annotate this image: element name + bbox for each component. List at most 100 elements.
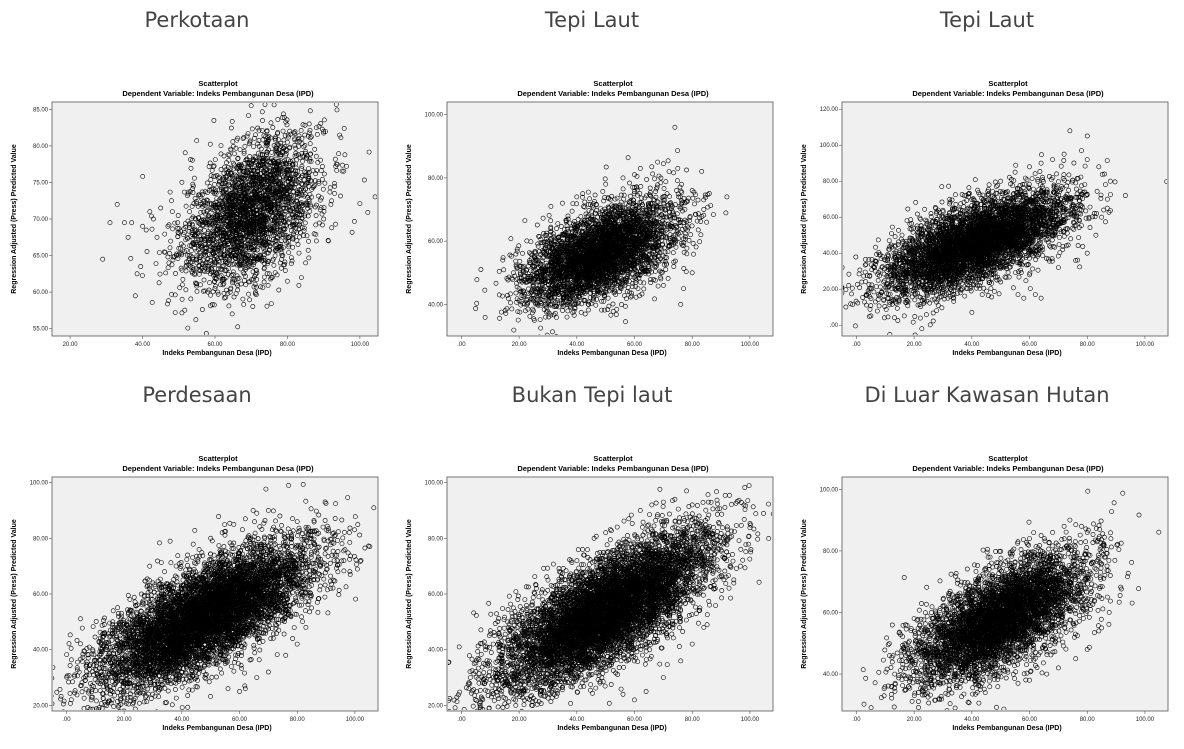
data-point xyxy=(316,193,321,199)
data-point xyxy=(255,163,261,168)
data-point xyxy=(166,298,171,304)
data-point xyxy=(299,166,304,172)
data-point xyxy=(205,190,210,195)
data-point xyxy=(176,252,181,258)
data-point xyxy=(236,174,241,180)
data-point xyxy=(221,233,227,239)
data-point xyxy=(193,317,199,323)
data-point xyxy=(194,249,200,254)
data-point xyxy=(193,280,198,286)
data-point xyxy=(215,175,221,181)
data-point xyxy=(230,180,236,186)
data-point xyxy=(191,240,196,246)
data-point xyxy=(251,135,257,141)
data-point xyxy=(228,272,234,278)
panel-caption: Perkotaan xyxy=(0,8,394,32)
data-point xyxy=(266,239,272,245)
data-point xyxy=(357,201,363,206)
data-point xyxy=(272,181,278,186)
data-point xyxy=(278,143,284,149)
data-point xyxy=(329,94,333,98)
data-point xyxy=(140,223,145,229)
data-point xyxy=(226,303,232,309)
data-point xyxy=(221,255,227,261)
data-point xyxy=(242,196,248,202)
data-point xyxy=(505,277,511,283)
data-point xyxy=(250,215,256,221)
data-point xyxy=(473,306,478,311)
data-point xyxy=(238,266,243,272)
data-point xyxy=(190,183,196,189)
data-point xyxy=(157,271,163,277)
data-point xyxy=(235,287,240,293)
data-point xyxy=(271,232,276,238)
data-point xyxy=(234,214,240,220)
data-point xyxy=(239,220,245,226)
data-point xyxy=(190,186,195,192)
data-point xyxy=(693,244,699,250)
data-point xyxy=(190,265,196,271)
data-point xyxy=(246,252,252,258)
data-point xyxy=(237,249,243,254)
data-point xyxy=(285,132,291,138)
data-point xyxy=(293,171,299,177)
data-point xyxy=(243,243,249,249)
data-point xyxy=(266,271,272,277)
data-point xyxy=(613,312,619,317)
data-point xyxy=(261,173,267,179)
x-tick-label: .00 xyxy=(457,342,466,348)
data-point xyxy=(200,233,206,238)
data-point xyxy=(280,149,286,155)
data-point xyxy=(227,176,232,182)
data-point xyxy=(665,239,671,245)
data-point xyxy=(241,135,247,140)
data-point xyxy=(244,133,250,139)
data-point xyxy=(212,286,218,291)
data-point xyxy=(538,240,544,245)
data-point xyxy=(647,248,653,254)
data-point xyxy=(246,230,252,236)
data-point xyxy=(241,169,247,174)
data-point xyxy=(236,244,241,250)
data-point xyxy=(203,249,209,255)
data-point xyxy=(185,236,190,242)
data-point xyxy=(253,178,259,184)
points-layer xyxy=(100,94,377,335)
data-point xyxy=(281,193,287,199)
data-point xyxy=(213,228,219,233)
data-point xyxy=(296,144,301,149)
data-point xyxy=(210,245,216,251)
data-point xyxy=(535,279,540,285)
data-point xyxy=(288,255,294,260)
data-point xyxy=(604,282,609,288)
y-tick-label: 60.00 xyxy=(428,239,444,245)
data-point xyxy=(297,229,303,235)
data-point xyxy=(254,270,260,276)
data-point xyxy=(296,133,302,139)
data-point xyxy=(249,168,255,173)
data-point xyxy=(203,331,209,335)
data-point xyxy=(169,198,174,204)
data-point xyxy=(275,137,281,142)
data-point xyxy=(176,245,182,251)
data-point xyxy=(551,312,557,318)
data-point xyxy=(287,175,293,180)
data-point xyxy=(199,237,205,243)
data-point xyxy=(208,292,213,298)
data-point xyxy=(256,138,262,143)
data-point xyxy=(150,216,156,222)
data-point xyxy=(278,227,283,232)
data-point xyxy=(194,138,200,144)
data-point xyxy=(265,182,271,187)
data-point xyxy=(699,169,705,174)
data-point xyxy=(247,197,253,203)
data-point xyxy=(299,192,305,198)
data-point xyxy=(264,271,270,276)
data-point xyxy=(623,319,628,325)
data-point xyxy=(307,127,313,133)
data-point xyxy=(253,175,259,180)
data-point xyxy=(253,284,259,290)
data-point xyxy=(306,238,311,244)
data-point xyxy=(366,149,372,155)
data-point xyxy=(241,148,247,154)
